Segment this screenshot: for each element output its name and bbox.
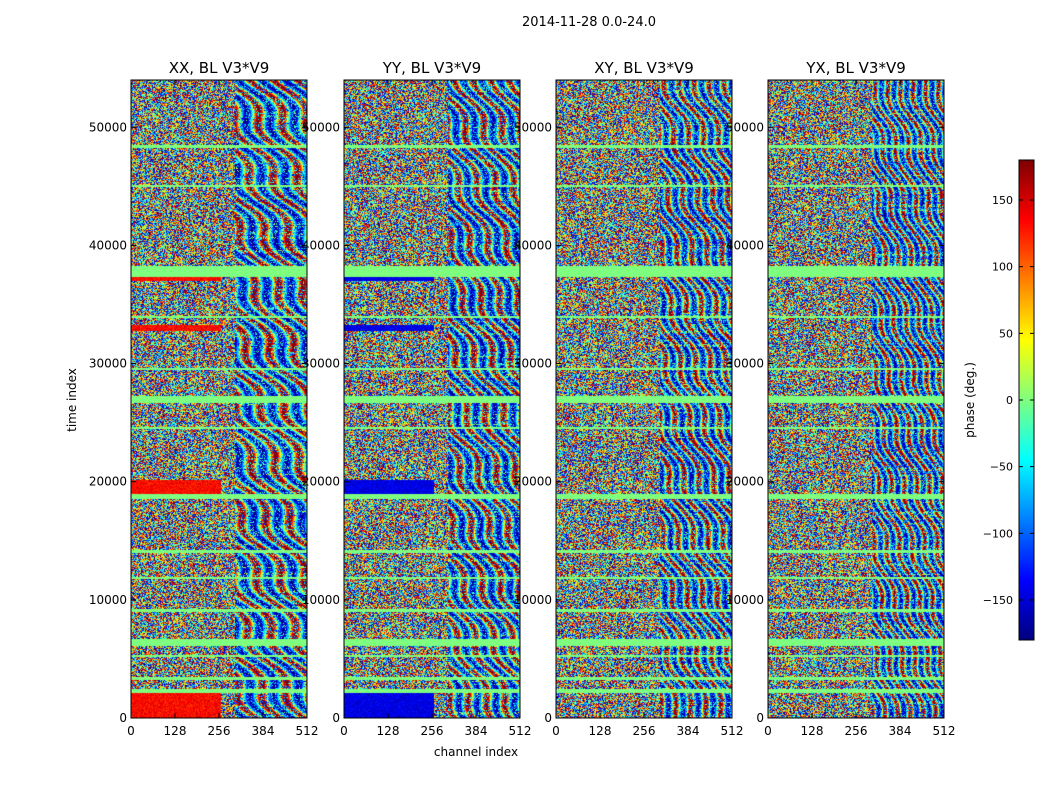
y-tick-label: 20000 xyxy=(514,475,552,489)
x-tick-label: 256 xyxy=(421,724,444,738)
heatmap-yx xyxy=(768,80,944,718)
y-tick-label: 50000 xyxy=(726,120,764,134)
y-tick-label: 10000 xyxy=(302,593,340,607)
x-tick-label: 512 xyxy=(509,724,532,738)
y-tick-label: 50000 xyxy=(89,120,127,134)
y-tick-label: 40000 xyxy=(89,238,127,252)
colorbar-tick-label: 150 xyxy=(992,194,1013,207)
heatmap-yy xyxy=(344,80,520,718)
y-tick-label: 0 xyxy=(332,711,340,725)
colorbar-tick-label: 50 xyxy=(999,327,1013,340)
x-tick-label: 0 xyxy=(340,724,348,738)
panel-xx: XX, BL V3*V9 0 128 256 384 512 0 10000 20000 3000… xyxy=(89,59,319,738)
panel-title: XX, BL V3*V9 xyxy=(169,59,270,77)
panel-title: YX, BL V3*V9 xyxy=(805,59,906,77)
x-tick-label: 0 xyxy=(764,724,772,738)
x-tick-label: 0 xyxy=(127,724,135,738)
y-tick-label: 30000 xyxy=(726,357,764,371)
colorbar-tick-label: 0 xyxy=(1006,394,1013,407)
y-tick-label: 40000 xyxy=(514,238,552,252)
panel-yy: YY, BL V3*V9 0 128 256 384 512 0 10000 20000 3000… xyxy=(302,59,532,738)
heatmap-xx xyxy=(131,80,307,718)
x-tick-label: 384 xyxy=(677,724,700,738)
panel-yx: YX, BL V3*V9 0 128 256 384 512 0 10000 20000 3000… xyxy=(726,59,956,738)
x-tick-label: 384 xyxy=(465,724,488,738)
x-axis-label: channel index xyxy=(434,745,518,759)
x-tick-label: 0 xyxy=(552,724,560,738)
figure-suptitle: 2014-11-28 0.0-24.0 xyxy=(522,15,656,30)
y-tick-label: 10000 xyxy=(89,593,127,607)
x-tick-label: 128 xyxy=(377,724,400,738)
colorbar-tick-label: 100 xyxy=(992,261,1013,274)
y-tick-label: 0 xyxy=(544,711,552,725)
y-tick-label: 0 xyxy=(119,711,127,725)
y-axis-label: time index xyxy=(65,368,79,432)
y-tick-label: 40000 xyxy=(302,238,340,252)
y-tick-label: 10000 xyxy=(726,593,764,607)
x-tick-label: 128 xyxy=(589,724,612,738)
x-tick-label: 128 xyxy=(164,724,187,738)
heatmap-xy xyxy=(556,80,732,718)
y-tick-label: 50000 xyxy=(514,120,552,134)
y-tick-label: 30000 xyxy=(89,357,127,371)
y-tick-label: 40000 xyxy=(726,238,764,252)
y-tick-label: 30000 xyxy=(514,357,552,371)
colorbar: 150 100 50 0 −50 −100 −150 xyxy=(983,159,1035,641)
x-tick-label: 256 xyxy=(633,724,656,738)
x-tick-label: 384 xyxy=(889,724,912,738)
x-tick-label: 256 xyxy=(845,724,868,738)
y-tick-label: 10000 xyxy=(514,593,552,607)
y-tick-label: 20000 xyxy=(89,475,127,489)
y-tick-label: 30000 xyxy=(302,357,340,371)
x-tick-label: 512 xyxy=(933,724,956,738)
x-tick-label: 512 xyxy=(296,724,319,738)
panel-xy: XY, BL V3*V9 0 128 256 384 512 0 10000 20000 3000… xyxy=(514,59,744,738)
x-tick-label: 256 xyxy=(208,724,231,738)
x-tick-label: 384 xyxy=(252,724,275,738)
y-tick-label: 0 xyxy=(756,711,764,725)
colorbar-tick-label: −150 xyxy=(983,594,1013,607)
panels: XX, BL V3*V9 0 128 256 384 512 0 10000 20000 3000… xyxy=(89,59,956,738)
colorbar-tick-label: −50 xyxy=(990,461,1013,474)
colorbar-tick-label: −100 xyxy=(983,527,1013,540)
x-tick-label: 128 xyxy=(801,724,824,738)
y-tick-label: 20000 xyxy=(302,475,340,489)
y-tick-label: 20000 xyxy=(726,475,764,489)
colorbar-label: phase (deg.) xyxy=(963,362,977,438)
panel-title: YY, BL V3*V9 xyxy=(382,59,481,77)
panel-title: XY, BL V3*V9 xyxy=(594,59,694,77)
y-tick-label: 50000 xyxy=(302,120,340,134)
x-tick-label: 512 xyxy=(721,724,744,738)
